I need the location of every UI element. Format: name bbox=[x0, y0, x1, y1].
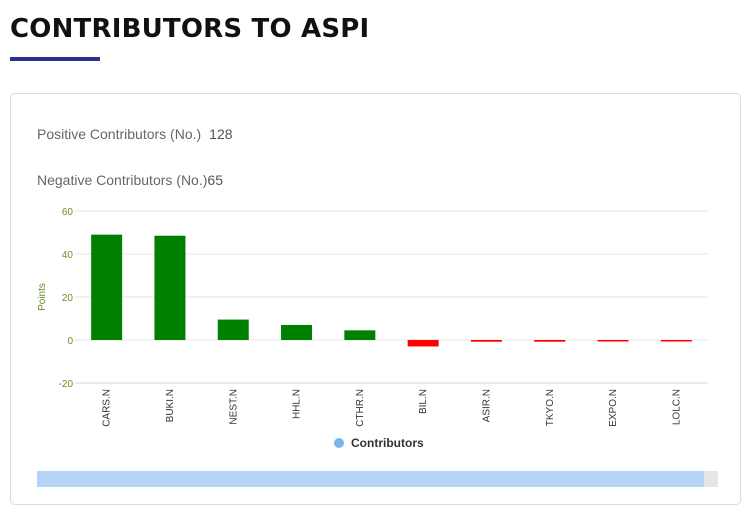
x-tick-label: BUKI.N bbox=[165, 389, 176, 422]
legend-dot bbox=[334, 438, 344, 448]
bar bbox=[344, 330, 376, 340]
positive-contributors: Positive Contributors (No.) 128 bbox=[37, 126, 233, 142]
y-tick-label: 60 bbox=[62, 207, 74, 218]
page-title: CONTRIBUTORS TO ASPI bbox=[10, 14, 370, 44]
bar bbox=[91, 234, 123, 340]
x-tick-label: NEST.N bbox=[228, 389, 239, 425]
bar bbox=[154, 235, 186, 340]
title-underline bbox=[10, 57, 100, 61]
bar bbox=[470, 340, 502, 342]
x-tick-label: HHL.N bbox=[292, 389, 303, 419]
negative-contributors-label: Negative Contributors (No.) bbox=[37, 172, 208, 188]
bar bbox=[281, 324, 313, 340]
x-tick-label: EXPO.N bbox=[608, 389, 619, 427]
legend-label[interactable]: Contributors bbox=[351, 436, 424, 450]
positive-contributors-value: 128 bbox=[209, 126, 233, 142]
y-tick-label: 0 bbox=[67, 336, 73, 347]
x-tick-label: CARS.N bbox=[102, 389, 113, 427]
y-tick-label: -20 bbox=[59, 379, 74, 390]
x-tick-label: CTHR.N bbox=[355, 389, 366, 427]
y-tick-label: 20 bbox=[62, 293, 74, 304]
x-tick-label: BIL.N bbox=[418, 389, 429, 414]
bar bbox=[597, 340, 629, 342]
x-tick-label: TKYO.N bbox=[545, 389, 556, 426]
y-axis-label: Points bbox=[37, 283, 48, 311]
bar bbox=[407, 340, 439, 347]
bar bbox=[217, 319, 249, 340]
scrollbar-thumb[interactable] bbox=[37, 471, 705, 487]
y-tick-label: 40 bbox=[62, 250, 74, 261]
positive-contributors-label: Positive Contributors (No.) bbox=[37, 126, 202, 142]
bar bbox=[660, 340, 692, 342]
chart-scrollbar[interactable] bbox=[37, 471, 718, 487]
negative-contributors: Negative Contributors (No.)65 bbox=[37, 172, 223, 188]
bar bbox=[534, 340, 566, 342]
x-tick-label: ASIR.N bbox=[481, 389, 492, 422]
contributors-bar-chart: 60 40 20 0 -20 Points CARS.N BUKI.N NEST.N HHL.N C… bbox=[37, 207, 708, 450]
negative-contributors-value: 65 bbox=[207, 172, 223, 188]
contributors-card: Positive Contributors (No.) 128 Negative … bbox=[10, 93, 741, 505]
x-tick-label: LOLC.N bbox=[671, 389, 682, 425]
